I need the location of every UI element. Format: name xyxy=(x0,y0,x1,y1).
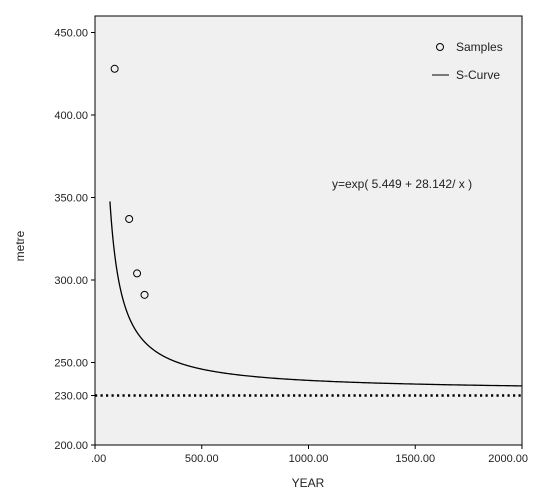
y-tick-label: 450.00 xyxy=(54,28,88,40)
x-tick-label: .00 xyxy=(91,453,106,465)
plot-area xyxy=(95,16,522,445)
x-tick-label: 2000.00 xyxy=(488,453,528,465)
y-tick-label: 230.00 xyxy=(54,391,88,403)
x-tick-label: 1500.00 xyxy=(395,453,435,465)
sample-point xyxy=(110,64,119,73)
legend-samples-marker xyxy=(436,43,444,51)
x-tick-label: 1000.00 xyxy=(289,453,329,465)
y-axis-label: metre xyxy=(13,230,27,261)
sample-point xyxy=(125,214,134,223)
equation-annotation: y=exp( 5.449 + 28.142/ x ) xyxy=(332,177,472,191)
sample-point xyxy=(140,290,149,299)
legend-s-curve-label: S-Curve xyxy=(456,68,500,82)
s-curve-line xyxy=(109,201,522,387)
y-tick-label: 300.00 xyxy=(54,275,88,287)
x-axis-label: YEAR xyxy=(292,476,325,490)
x-tick-label: 500.00 xyxy=(185,453,219,465)
y-tick-label: 350.00 xyxy=(54,193,88,205)
legend-samples-label: Samples xyxy=(456,40,503,54)
sample-point xyxy=(133,269,142,278)
y-tick-label: 250.00 xyxy=(54,358,88,370)
y-tick-label: 400.00 xyxy=(54,110,88,122)
legend: Samples S-Curve xyxy=(432,40,503,82)
y-tick-label: 200.00 xyxy=(54,440,88,452)
